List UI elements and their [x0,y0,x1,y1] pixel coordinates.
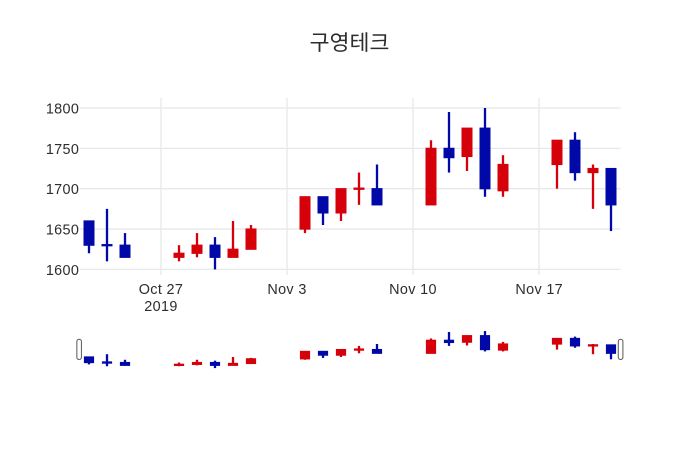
svg-text:Nov 17: Nov 17 [515,282,563,298]
svg-text:1800: 1800 [46,101,79,117]
svg-text:1700: 1700 [46,182,79,198]
svg-text:Oct 27: Oct 27 [139,282,184,298]
svg-text:2019: 2019 [144,299,177,315]
svg-text:Nov 3: Nov 3 [267,282,306,298]
svg-text:Nov 10: Nov 10 [389,282,437,298]
svg-text:1600: 1600 [46,263,79,279]
svg-text:1650: 1650 [46,222,79,238]
svg-text:1750: 1750 [46,142,79,158]
